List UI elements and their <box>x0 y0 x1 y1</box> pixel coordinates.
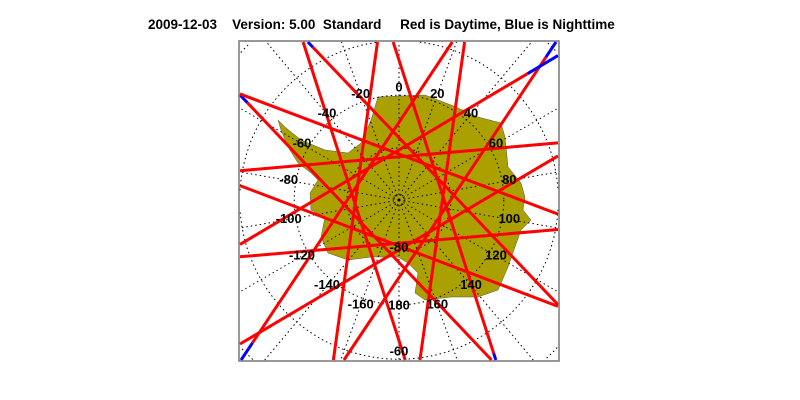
meridian <box>403 107 559 198</box>
longitude-label: 60 <box>489 135 503 150</box>
map-frame <box>238 40 560 362</box>
night-track-segment <box>306 40 314 49</box>
night-track-segment <box>526 54 559 75</box>
latitude-label: -60 <box>390 343 409 358</box>
longitude-label: 20 <box>430 86 444 101</box>
longitude-label: -40 <box>318 106 337 121</box>
night-track-segment <box>492 352 498 361</box>
plot-title: 2009-12-03 Version: 5.00 Standard Red is… <box>148 17 615 32</box>
longitude-label: -120 <box>289 247 315 262</box>
day-track-segment <box>239 228 559 259</box>
day-track-segment <box>418 41 467 361</box>
longitude-label: -60 <box>293 135 312 150</box>
date-label: 2009-12-03 <box>148 17 218 32</box>
longitude-label: 0 <box>395 79 402 94</box>
longitude-label: -140 <box>314 277 340 292</box>
latitude-ring <box>239 41 559 360</box>
day-track-segment <box>251 41 454 344</box>
meridian <box>400 204 458 361</box>
day-track-segment <box>342 56 547 361</box>
longitude-label: -20 <box>351 86 370 101</box>
meridian <box>266 41 397 197</box>
meridian <box>401 41 532 197</box>
meridian <box>340 204 398 361</box>
day-track-segment <box>239 184 559 308</box>
longitude-label: 40 <box>464 106 478 121</box>
orbit-tracks <box>238 40 560 362</box>
latitude-ring <box>293 94 505 306</box>
night-track-segment <box>239 341 254 361</box>
pole-dot <box>397 198 401 202</box>
pole-ring <box>393 194 405 206</box>
day-track-segment <box>331 41 379 361</box>
longitude-label: 140 <box>460 277 482 292</box>
day-track-segment <box>239 154 559 346</box>
night-track-segment <box>238 93 249 104</box>
meridian <box>400 41 457 196</box>
day-track-segment <box>239 141 559 173</box>
legend-text: Red is Daytime, Blue is Nighttime <box>400 17 615 32</box>
longitude-label: 120 <box>485 247 507 262</box>
night-track-segment <box>544 41 558 59</box>
longitude-label: -160 <box>348 297 374 312</box>
day-track-segment <box>391 41 496 354</box>
longitude-label: 100 <box>498 211 520 226</box>
version-label: Version: 5.00 <box>232 17 316 32</box>
longitude-label: 180 <box>388 297 410 312</box>
longitude-label: 80 <box>502 172 516 187</box>
latitude-ring <box>346 147 452 253</box>
meridian <box>239 202 395 293</box>
day-track-segment <box>239 92 559 216</box>
longitude-label: -100 <box>276 211 302 226</box>
longitude-label: 160 <box>426 297 448 312</box>
mode-label: Standard <box>322 17 382 32</box>
meridian <box>341 41 398 196</box>
day-track-segment <box>246 101 493 362</box>
longitude-label: -80 <box>279 172 298 187</box>
latitude-label: -80 <box>390 239 409 254</box>
